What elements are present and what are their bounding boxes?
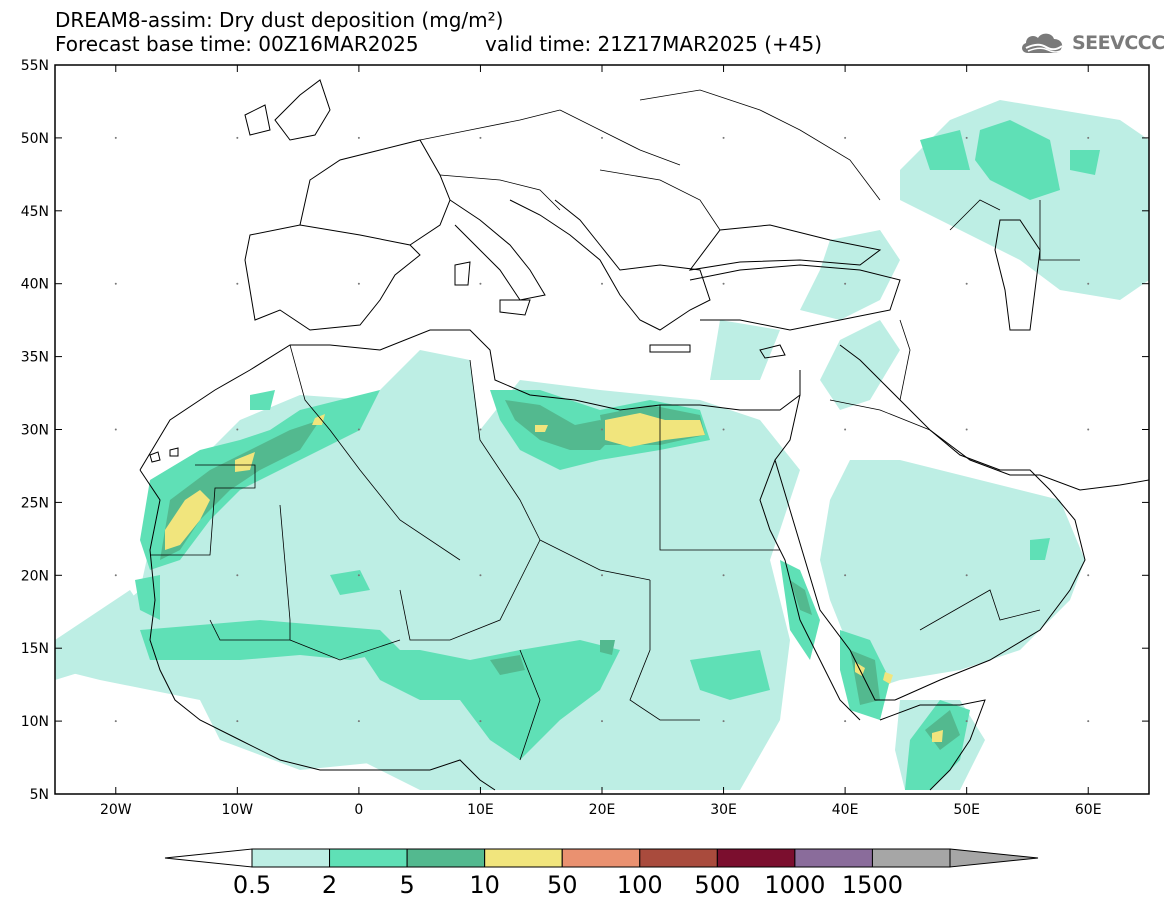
lat-label: 40N — [21, 277, 49, 293]
graticule-dot — [357, 720, 360, 723]
graticule-dot — [1087, 720, 1090, 723]
lat-label: 20N — [21, 568, 49, 584]
colorbar-cell — [716, 848, 796, 868]
graticule-dot — [722, 428, 725, 431]
colorbar-label: 10 — [469, 871, 500, 899]
lat-label: 15N — [21, 641, 49, 657]
graticule-dot — [1087, 574, 1090, 577]
lon-label: 20W — [100, 802, 132, 818]
graticule-dot — [236, 282, 239, 285]
graticule-dot — [236, 428, 239, 431]
graticule-dot — [1087, 282, 1090, 285]
graticule-dot — [601, 282, 603, 285]
graticule-dot — [965, 574, 968, 577]
colorbar-high-arrow — [949, 848, 1039, 868]
graticule-dot — [844, 136, 847, 139]
graticule-dot — [114, 574, 117, 577]
graticule-dot — [479, 428, 482, 431]
deposition-field — [55, 79, 1149, 791]
graticule-dot — [844, 720, 847, 723]
lon-label: 50E — [953, 802, 980, 818]
graticule-dot — [479, 574, 482, 577]
colorbar-cell — [329, 848, 408, 868]
graticule-dot — [357, 136, 360, 139]
colorbar-label: 1500 — [841, 871, 903, 899]
colorbar-cell — [484, 848, 563, 868]
lat-label: 10N — [21, 714, 49, 730]
graticule-dot — [722, 282, 725, 285]
deposition-level-3 — [160, 400, 960, 750]
graticule-dot — [965, 720, 968, 723]
forecast-base-time: Forecast base time: 00Z16MAR2025 — [55, 32, 419, 56]
lat-label: 5N — [30, 787, 49, 803]
political-borders — [150, 89, 1080, 761]
lat-label: 25N — [21, 495, 49, 511]
colorbar-cell — [561, 848, 641, 868]
graticule-dot — [601, 136, 603, 139]
graticule-dot — [1087, 428, 1090, 431]
graticule-dots — [114, 136, 1090, 723]
graticule-dot — [965, 282, 968, 285]
lat-label: 50N — [21, 131, 49, 147]
graticule-dot — [722, 574, 725, 577]
colorbar-label: 50 — [546, 871, 578, 899]
graticule-dot — [965, 428, 968, 431]
graticule-dot — [357, 282, 360, 285]
graticule-dot — [236, 136, 239, 139]
graticule-dot — [479, 282, 482, 285]
graticule-dot — [1087, 136, 1090, 139]
colorbar-cell — [794, 848, 873, 868]
colorbar-label: 5 — [399, 871, 415, 899]
colorbar-cell — [639, 848, 718, 868]
colorbar-label: 0.5 — [232, 871, 272, 899]
graticule-dot — [844, 574, 847, 577]
graticule-dot — [722, 720, 725, 723]
graticule-dot — [236, 574, 239, 577]
logo-text: SEEVCCC — [1072, 32, 1165, 54]
graticule-dot — [114, 428, 117, 431]
graticule-dot — [479, 720, 482, 723]
colorbar — [164, 848, 1039, 868]
lon-label: 0 — [354, 802, 363, 818]
logo: SEEVCCC — [1018, 28, 1165, 58]
lat-label: 35N — [21, 350, 49, 366]
colorbar-label: 500 — [694, 871, 741, 899]
colorbar-cell — [871, 848, 951, 868]
valid-time: valid time: 21Z17MAR2025 (+45) — [485, 32, 823, 56]
colorbar-low-arrow — [164, 848, 253, 868]
graticule-dot — [114, 136, 117, 139]
lon-label: 10W — [221, 802, 253, 818]
graticule-dot — [357, 428, 360, 431]
colorbar-label: 2 — [321, 871, 338, 899]
lon-label: 40E — [832, 802, 859, 818]
graticule-dot — [722, 136, 725, 139]
lon-label: 30E — [710, 802, 737, 818]
lon-label: 10E — [467, 802, 494, 818]
graticule-dot — [236, 720, 239, 723]
graticule-dot — [114, 720, 117, 723]
coastlines-and-borders — [139, 79, 1149, 791]
lat-label: 55N — [21, 58, 49, 74]
graticule-dot — [844, 282, 847, 285]
lat-label: 30N — [21, 423, 49, 439]
colorbar-label: 1000 — [764, 871, 826, 899]
graticule-dot — [965, 136, 968, 139]
colorbar-cell — [406, 848, 486, 868]
graticule-dot — [844, 428, 847, 431]
colorbar-label: 100 — [616, 871, 663, 899]
lon-label: 60E — [1075, 802, 1102, 818]
map-title: DREAM8-assim: Dry dust deposition (mg/m²… — [55, 8, 504, 32]
colorbar-cell — [251, 848, 331, 868]
lat-label: 45N — [21, 204, 49, 220]
graticule-dot — [357, 574, 360, 577]
graticule-dot — [601, 574, 603, 577]
cloud-icon — [1022, 33, 1063, 53]
axis-ticks: 55N 50N 45N 40N 35N 30N 25N 20N 15N 10N 5N 20W 10W 0 1… — [21, 58, 1149, 818]
graticule-dot — [114, 282, 117, 285]
graticule-dot — [479, 136, 482, 139]
graticule-dot — [601, 428, 603, 431]
lon-label: 20E — [589, 802, 616, 818]
graticule-dot — [601, 720, 603, 723]
